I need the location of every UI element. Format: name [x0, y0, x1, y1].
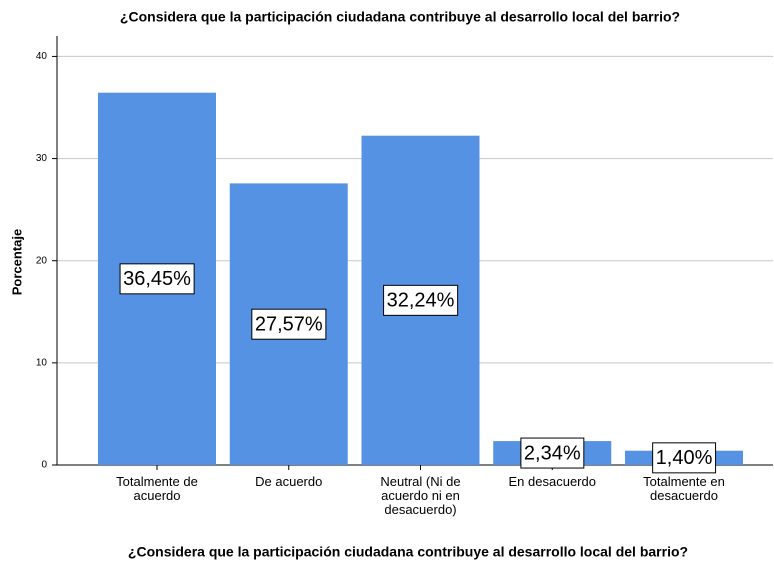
x-tick-label: Totalmente en desacuerdo [643, 474, 725, 503]
y-tick-label: 0 [41, 460, 47, 471]
data-label: 1,40% [656, 447, 713, 469]
data-label-box [251, 308, 327, 340]
data-label-box [652, 442, 717, 474]
x-tick-label: Neutral (Ni de acuerdo ni en desacuerdo) [380, 474, 461, 517]
data-label: 36,45% [123, 268, 191, 290]
x-tick-label: De acuerdo [255, 474, 323, 489]
y-tick-label: 40 [36, 51, 48, 62]
x-axis-title: ¿Considera que la participación ciudadan… [128, 544, 688, 560]
x-tick-label: En desacuerdo [508, 474, 596, 489]
data-label-box [119, 263, 195, 295]
y-axis-title: Porcentaje [9, 229, 24, 295]
data-label: 27,57% [255, 313, 323, 335]
chart-title: ¿Considera que la participación ciudadan… [120, 9, 680, 25]
data-label: 2,34% [524, 442, 581, 464]
data-label: 32,24% [387, 290, 455, 312]
y-tick-label: 10 [36, 357, 48, 368]
data-label-box [520, 437, 585, 469]
y-tick-label: 30 [36, 153, 48, 164]
data-label-box [383, 284, 459, 316]
y-tick-label: 20 [36, 255, 48, 266]
x-tick-label: Totalmente de acuerdo [116, 474, 198, 503]
